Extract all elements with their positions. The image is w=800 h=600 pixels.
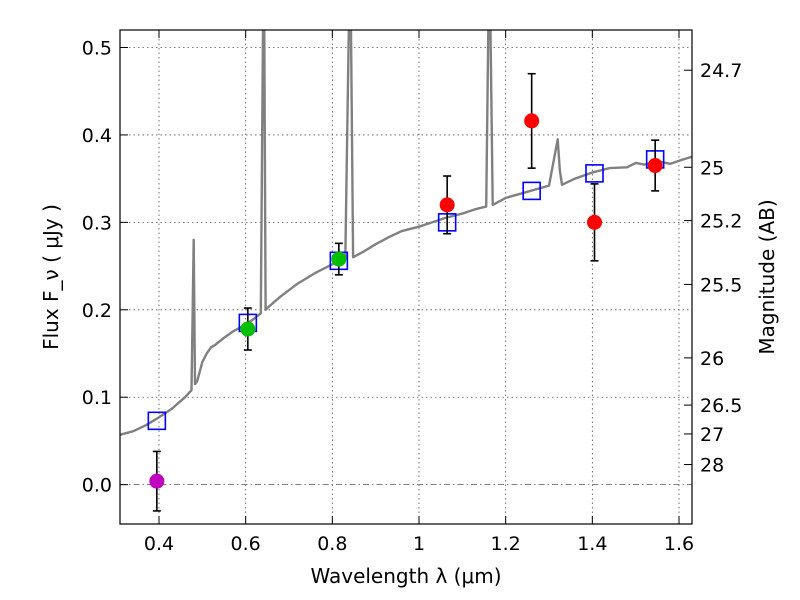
grid (120, 30, 692, 524)
plot-area (120, 30, 692, 512)
x-tick-label: 0.6 (231, 533, 261, 555)
y-tick-label: 0.3 (82, 212, 112, 234)
x-axis-title: Wavelength λ (μm) (310, 564, 501, 588)
x-tick-label: 1 (413, 533, 425, 555)
y-tick-label: 0.1 (82, 387, 112, 409)
y-tick-label: 0.5 (82, 37, 112, 59)
model-square-marker (522, 181, 541, 201)
y-axis-title: Flux F_ν ( μJy ) (39, 204, 63, 350)
y-tick-label: 0.4 (82, 125, 112, 147)
y2-tick-label: 24.7 (700, 60, 742, 82)
x-tick-label: 1.4 (577, 533, 607, 555)
y2-tick-label: 27 (700, 424, 724, 446)
model-spectrum-line (120, 30, 692, 436)
y2-tick-label: 25.2 (700, 211, 742, 233)
y2-tick-label: 28 (700, 455, 724, 477)
data-point (647, 158, 663, 174)
x-axis-ticks: 0.4 0.6 0.8 1 1.2 1.4 1.6 (144, 30, 694, 555)
x-tick-label: 0.8 (317, 533, 347, 555)
y2-axis-title: Magnitude (AB) (755, 199, 779, 354)
data-point (524, 113, 540, 129)
y2-tick-label: 25.5 (700, 274, 742, 296)
y2-tick-label: 26.5 (700, 395, 742, 417)
y2-axis-ticks: 24.7 25 25.2 25.5 26 26.5 27 28 (684, 60, 742, 477)
data-point (331, 251, 347, 267)
y-tick-label: 0.2 (82, 300, 112, 322)
y2-tick-label: 25 (700, 157, 724, 179)
data-point (587, 214, 602, 230)
x-tick-label: 1.6 (664, 533, 694, 555)
observed-points (149, 72, 663, 512)
plot-frame (119, 29, 693, 525)
data-point (240, 321, 256, 337)
data-point (149, 473, 165, 489)
x-tick-label: 1.2 (491, 533, 521, 555)
x-tick-label: 0.4 (144, 533, 174, 555)
data-point (439, 197, 455, 213)
model-square-marker (585, 164, 604, 183)
y-tick-label: 0.0 (82, 475, 112, 497)
y-axis-ticks: 0.0 0.1 0.2 0.3 0.4 0.5 (82, 37, 128, 497)
y2-tick-label: 26 (700, 348, 724, 370)
model-square-marker (147, 411, 167, 431)
